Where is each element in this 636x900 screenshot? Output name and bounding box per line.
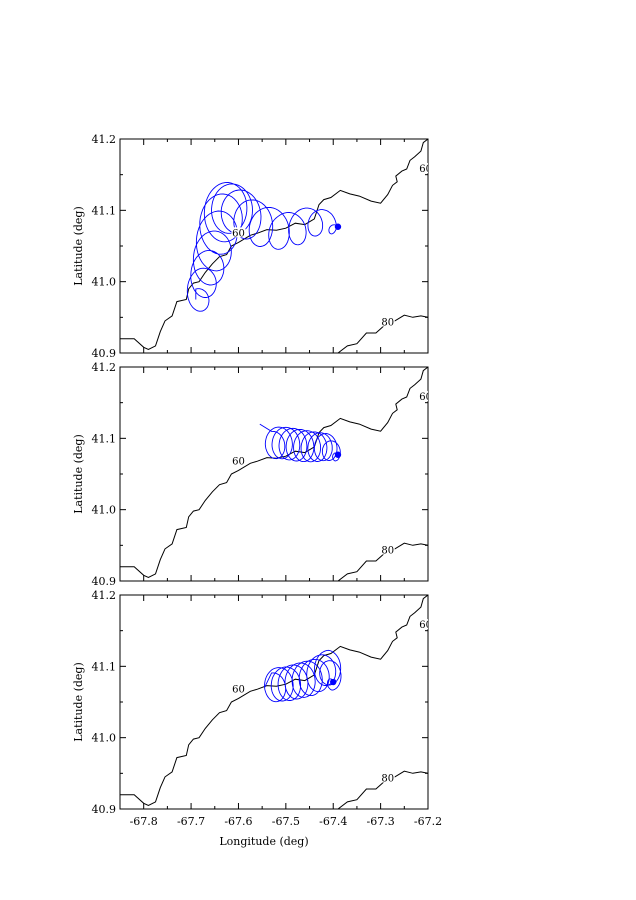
y-tick-label: 41.2 xyxy=(92,589,117,602)
y-tick-label: 41.0 xyxy=(92,504,117,517)
drifter-trajectory xyxy=(186,182,339,312)
y-tick-label: 40.9 xyxy=(92,347,117,360)
y-tick-label: 41.2 xyxy=(92,133,117,146)
plot-area: 60 60 80 xyxy=(120,139,432,353)
trajectory-end-marker xyxy=(334,451,342,458)
contour-label-60: 60 xyxy=(232,684,245,695)
trajectory-end-marker xyxy=(334,223,342,230)
contour-label-60: 60 xyxy=(419,164,432,175)
y-tick-label: 41.0 xyxy=(92,732,117,745)
y-axis-title: Latitude (deg) xyxy=(72,434,85,514)
contour-label-60: 60 xyxy=(232,228,245,239)
x-tick-label: -67.5 xyxy=(272,815,300,828)
contour-label-backing xyxy=(418,163,428,174)
contour-label-60: 60 xyxy=(419,620,432,631)
contour-label-60: 60 xyxy=(232,456,245,467)
contour-label-backing xyxy=(380,316,395,327)
y-tick-label: 40.9 xyxy=(92,803,117,816)
contour-label-80: 80 xyxy=(381,317,394,328)
plot-area: 60 60 80 xyxy=(120,367,432,581)
contour-label-backing xyxy=(231,227,246,238)
x-tick-label: -67.4 xyxy=(319,815,347,828)
contour-label-backing xyxy=(380,772,395,783)
contour-label-80: 80 xyxy=(381,545,394,556)
panel-bottom: 40.9 41.0 41.1 41.2 -67.8 -67.7 -67.6 -67.5 -67.… xyxy=(72,589,442,848)
y-axis-title: Latitude (deg) xyxy=(72,662,85,742)
plot-area: 60 60 80 xyxy=(120,595,432,809)
x-tick-label: -67.8 xyxy=(130,815,158,828)
drifter-trajectory xyxy=(264,649,342,703)
panel-middle: 40.9 41.0 41.1 41.2 Latitude (deg) 60 60 80 xyxy=(72,361,432,588)
y-tick-label: 40.9 xyxy=(92,575,117,588)
contour-60-line xyxy=(120,367,428,578)
x-tick-label: -67.6 xyxy=(224,815,252,828)
contour-label-backing xyxy=(231,683,246,694)
contour-label-backing xyxy=(418,619,428,630)
y-tick-label: 41.1 xyxy=(92,432,117,445)
contour-label-60: 60 xyxy=(419,392,432,403)
x-tick-label: -67.2 xyxy=(414,815,442,828)
trajectory-end-marker xyxy=(330,678,337,686)
y-axis-title: Latitude (deg) xyxy=(72,206,85,286)
contour-label-backing xyxy=(231,455,246,466)
y-tick-label: 41.0 xyxy=(92,276,117,289)
y-tick-label: 41.1 xyxy=(92,660,117,673)
x-tick-label: -67.7 xyxy=(177,815,205,828)
x-tick-label: -67.3 xyxy=(367,815,395,828)
contour-label-80: 80 xyxy=(381,773,394,784)
contour-60-line xyxy=(120,139,428,350)
y-tick-label: 41.1 xyxy=(92,204,117,217)
contour-label-backing xyxy=(380,544,395,555)
drifter-trajectory xyxy=(259,423,341,463)
y-tick-label: 41.2 xyxy=(92,361,117,374)
contour-60-line xyxy=(120,595,428,806)
panel-top: 40.9 41.0 41.1 41.2 Latitude (deg) 60 60 80 xyxy=(72,133,432,360)
contour-label-backing xyxy=(418,391,428,402)
x-axis-title: Longitude (deg) xyxy=(219,835,308,848)
